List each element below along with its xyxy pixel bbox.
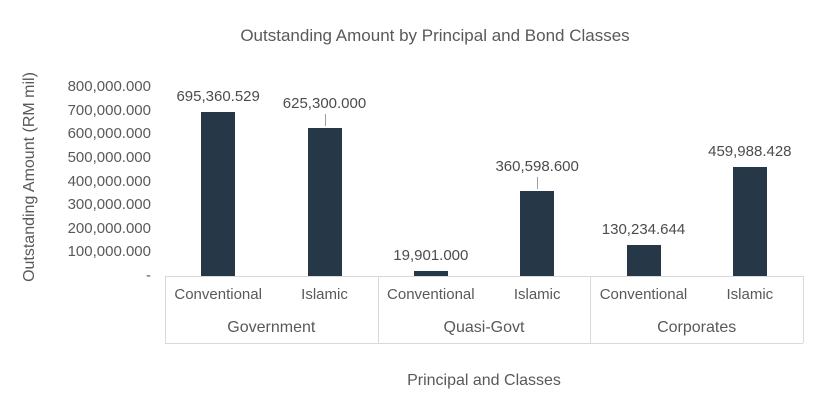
data-label-quasi-govt-islamic: 360,598.600: [495, 157, 579, 175]
category-label-corporates-islamic: Islamic: [726, 286, 774, 303]
leader-line-government-islamic: [324, 114, 326, 127]
category-band-divider: [165, 276, 166, 343]
group-label-government: Government: [227, 319, 316, 336]
bar-government-conventional: [201, 111, 236, 276]
category-label-government-islamic: Islamic: [301, 286, 348, 303]
data-label-government-conventional: 695,360.529: [176, 87, 260, 105]
category-label-quasi-govt-conventional: Conventional: [387, 286, 475, 303]
bar-quasi-govt-conventional: [413, 271, 448, 276]
y-tick-label: 400,000.000: [67, 172, 151, 190]
chart-title: Outstanding Amount by Principal and Bond…: [240, 26, 630, 45]
data-label-corporates-islamic: 459,988.428: [708, 143, 792, 161]
y-tick-label: 700,000.000: [67, 101, 151, 119]
y-tick-label: 500,000.000: [67, 148, 151, 166]
y-tick-label: 100,000.000: [67, 243, 151, 261]
y-tick-label: -: [146, 267, 151, 284]
group-label-corporates: Corporates: [657, 319, 737, 336]
y-tick-label: 800,000.000: [67, 78, 151, 95]
category-label-quasi-govt-islamic: Islamic: [513, 286, 561, 303]
y-axis-title: Outstanding Amount (RM mil): [21, 72, 38, 282]
y-tick-label: 300,000.000: [67, 196, 151, 214]
data-label-corporates-conventional: 130,234.644: [601, 221, 686, 239]
bar-corporates-conventional: [626, 245, 661, 276]
category-band-bottom-line: [165, 343, 803, 344]
category-band-divider: [590, 276, 591, 343]
data-label-government-islamic: 625,300.000: [282, 95, 367, 113]
bar-government-islamic: [307, 128, 342, 276]
y-tick-label: 200,000.000: [67, 219, 151, 237]
category-band-divider: [378, 276, 379, 343]
category-label-government-conventional: Conventional: [174, 286, 262, 303]
x-axis-title: Principal and Classes: [407, 372, 561, 389]
bar-quasi-govt-islamic: [520, 190, 555, 276]
category-label-corporates-conventional: Conventional: [599, 286, 688, 303]
data-label-quasi-govt-conventional: 19,901.000: [393, 247, 469, 265]
leader-line-quasi-govt-islamic: [537, 176, 539, 189]
y-tick-label: 600,000.000: [67, 125, 151, 143]
bar-corporates-islamic: [732, 167, 767, 276]
category-band-divider: [803, 276, 804, 343]
group-label-quasi-govt: Quasi-Govt: [443, 319, 525, 336]
x-axis-line: [165, 276, 803, 277]
